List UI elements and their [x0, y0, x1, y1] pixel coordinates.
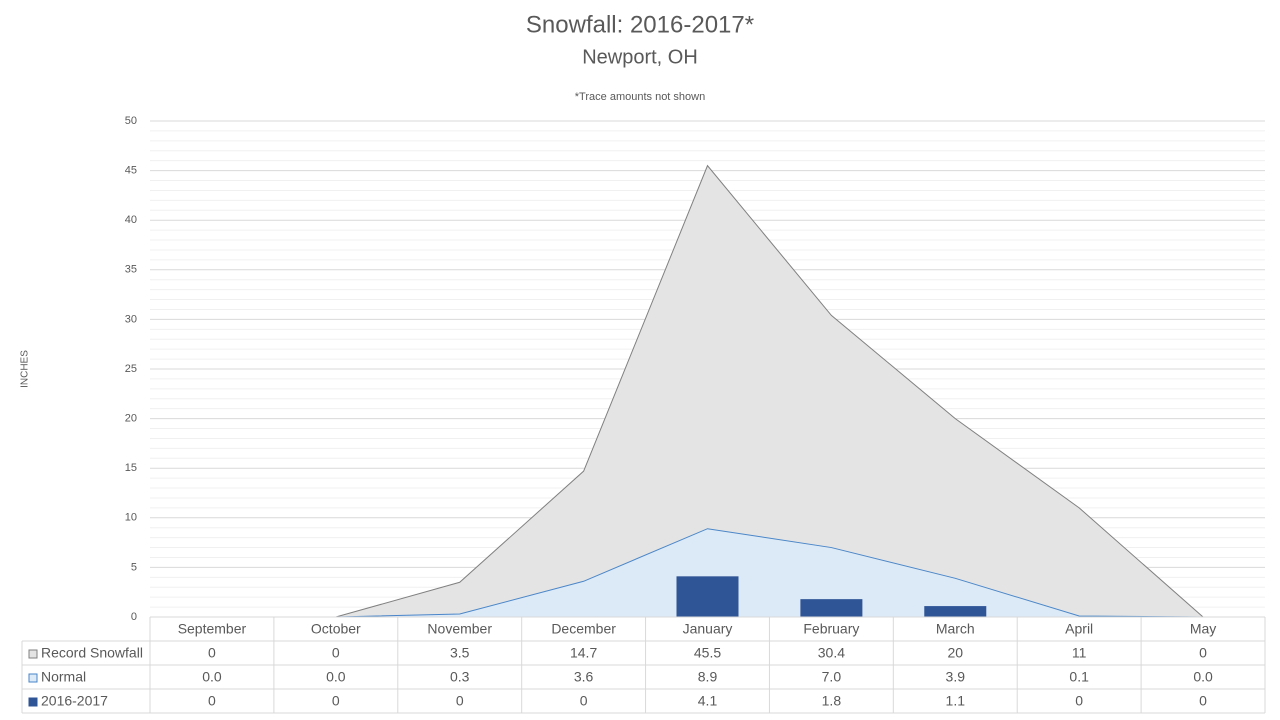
table-value: 0.3 [450, 669, 470, 685]
bar [800, 599, 863, 617]
table-value: 0 [456, 693, 464, 709]
y-tick-label: 0 [131, 611, 137, 623]
table-value: 0.1 [1069, 669, 1089, 685]
x-tick-label: October [311, 621, 361, 637]
table-value: 30.4 [818, 645, 845, 661]
table-value: 0 [208, 693, 216, 709]
legend-label: Normal [41, 669, 86, 685]
x-tick-label: February [803, 621, 859, 637]
table-value: 3.9 [946, 669, 966, 685]
table-value: 0.0 [326, 669, 346, 685]
y-tick-label: 30 [125, 313, 137, 325]
table-value: 0 [1199, 693, 1207, 709]
chart-title: Snowfall: 2016-2017* [526, 11, 754, 38]
x-tick-label: May [1190, 621, 1216, 637]
x-tick-label: November [427, 621, 492, 637]
table-value: 3.6 [574, 669, 594, 685]
area [211, 528, 1204, 617]
table-value: 0 [1075, 693, 1083, 709]
bar [924, 606, 987, 617]
table-value: 3.5 [450, 645, 470, 661]
x-tick-label: September [178, 621, 247, 637]
table-value: 0 [580, 693, 588, 709]
chart-subtitle: Newport, OH [582, 46, 698, 68]
table-value: 11 [1072, 645, 1087, 661]
table-value: 14.7 [570, 645, 597, 661]
x-tick-label: January [683, 621, 733, 637]
y-tick-label: 50 [125, 115, 137, 127]
y-tick-label: 5 [131, 561, 137, 573]
area-line [211, 528, 1204, 618]
y-axis-title: INCHES [20, 350, 31, 388]
table-value: 1.8 [822, 693, 842, 709]
table-value: 0 [1199, 645, 1207, 661]
legend-key [28, 673, 38, 683]
table-value: 0 [332, 645, 340, 661]
table-value: 20 [947, 645, 963, 661]
x-tick-label: March [936, 621, 975, 637]
table-value: 45.5 [694, 645, 721, 661]
y-tick-label: 25 [125, 363, 137, 375]
y-tick-label: 35 [125, 264, 137, 276]
table-value: 1.1 [946, 693, 966, 709]
legend-label: 2016-2017 [41, 693, 108, 709]
table-value: 8.9 [698, 669, 718, 685]
y-tick-label: 15 [125, 462, 137, 474]
annotation: *Trace amounts not shown [575, 91, 705, 103]
area-line [211, 164, 1204, 618]
y-tick-label: 20 [125, 413, 137, 425]
area [211, 165, 1204, 617]
table-value: 0 [208, 645, 216, 661]
y-tick-label: 45 [125, 165, 137, 177]
legend-key [28, 697, 38, 707]
table-value: 0.0 [1193, 669, 1213, 685]
table-value: 0 [332, 693, 340, 709]
y-tick-label: 40 [125, 214, 137, 226]
table-value: 0.0 [202, 669, 222, 685]
y-tick-label: 10 [125, 512, 137, 524]
legend-key [28, 649, 38, 659]
x-tick-label: December [551, 621, 616, 637]
bar [676, 576, 739, 617]
x-tick-label: April [1065, 621, 1093, 637]
table-value: 4.1 [698, 693, 718, 709]
table-value: 7.0 [822, 669, 842, 685]
legend-label: Record Snowfall [41, 645, 143, 661]
